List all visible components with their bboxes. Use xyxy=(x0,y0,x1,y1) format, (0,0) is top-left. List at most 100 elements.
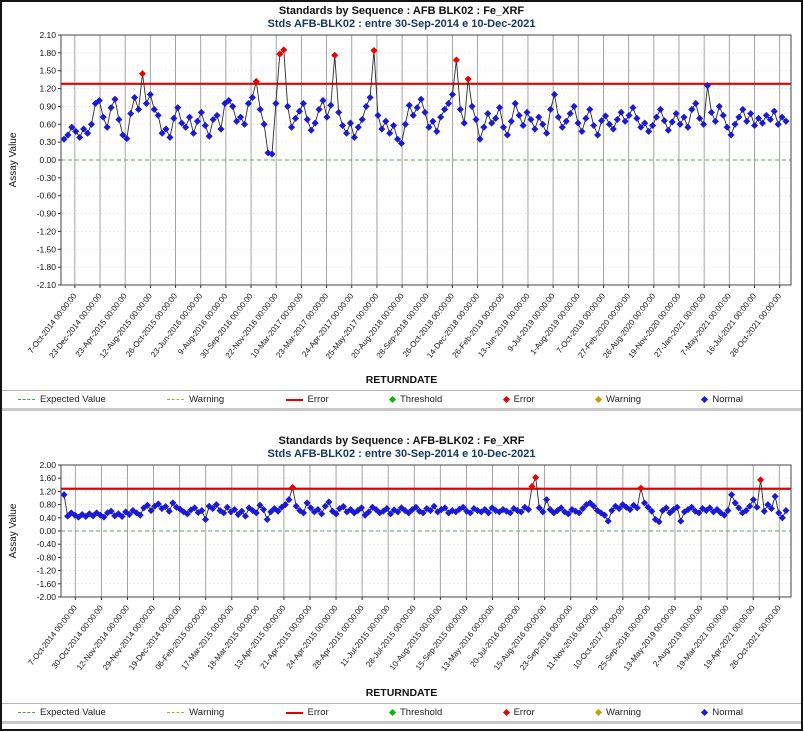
legend-label: Expected Value xyxy=(40,707,106,718)
normal-point xyxy=(350,133,358,141)
normal-point xyxy=(460,119,468,127)
legend-solid-line-icon xyxy=(285,398,303,401)
normal-point xyxy=(165,133,173,141)
normal-point xyxy=(440,105,448,113)
normal-point xyxy=(774,509,782,517)
normal-point xyxy=(224,96,232,105)
legend-item-normal: Normal xyxy=(701,394,743,405)
error-point xyxy=(452,56,460,64)
normal-point xyxy=(189,129,197,137)
error-point xyxy=(369,46,378,55)
svg-text:-0.80: -0.80 xyxy=(36,552,56,562)
legend-item-error: Error xyxy=(502,707,535,718)
normal-point xyxy=(456,105,464,113)
normal-point xyxy=(326,101,334,109)
normal-point xyxy=(321,502,329,510)
normal-point xyxy=(577,127,585,135)
normal-point xyxy=(181,123,189,131)
normal-point xyxy=(609,125,617,133)
svg-text:-1.50: -1.50 xyxy=(36,244,56,254)
normal-point xyxy=(774,120,782,128)
normal-point xyxy=(146,90,154,99)
normal-point xyxy=(758,119,766,127)
svg-text:0.60: 0.60 xyxy=(39,119,56,129)
normal-point xyxy=(632,114,640,122)
normal-point xyxy=(607,507,615,515)
normal-point xyxy=(503,131,511,139)
normal-point xyxy=(303,115,311,124)
legend-item-expected-value: Expected Value xyxy=(18,394,106,405)
normal-point xyxy=(236,113,244,121)
error-point xyxy=(330,51,338,59)
normal-point xyxy=(471,115,480,124)
normal-point xyxy=(205,132,213,140)
normal-point xyxy=(654,518,663,526)
normal-point xyxy=(621,117,629,125)
legend-solid-line-icon xyxy=(285,711,303,714)
normal-point xyxy=(719,111,727,119)
normal-point xyxy=(679,113,688,121)
normal-point xyxy=(535,504,543,512)
normal-point xyxy=(201,121,209,130)
legend-diamond-icon xyxy=(701,708,709,717)
svg-text:-1.20: -1.20 xyxy=(36,566,56,576)
normal-point xyxy=(687,105,695,113)
normal-point xyxy=(771,492,779,500)
normal-point xyxy=(475,135,483,143)
normal-point xyxy=(711,117,719,125)
normal-point xyxy=(585,105,593,113)
legend-dashed-line-icon xyxy=(18,399,35,400)
normal-point xyxy=(515,111,523,119)
normal-point xyxy=(707,108,715,116)
normal-point xyxy=(742,117,750,125)
svg-text:-1.60: -1.60 xyxy=(36,579,56,589)
legend-diamond-icon xyxy=(388,708,397,717)
normal-point xyxy=(770,107,778,115)
normal-point xyxy=(426,507,434,515)
normal-point xyxy=(281,501,289,509)
normal-point xyxy=(71,127,79,135)
normal-point xyxy=(292,502,300,510)
legend-item-error: Error xyxy=(285,394,329,405)
normal-point xyxy=(763,501,771,509)
normal-point xyxy=(432,127,440,135)
normal-point xyxy=(444,99,452,107)
normal-point xyxy=(260,120,268,128)
normal-point xyxy=(589,502,597,510)
normal-point xyxy=(519,121,527,130)
normal-point xyxy=(694,509,702,517)
legend-item-threshold: Threshold xyxy=(388,394,442,405)
normal-point xyxy=(749,496,757,504)
svg-text:2.10: 2.10 xyxy=(39,31,56,40)
normal-point xyxy=(366,93,374,102)
normal-point xyxy=(417,95,425,103)
normal-point xyxy=(742,507,750,515)
normal-point xyxy=(766,115,774,124)
normal-point xyxy=(605,120,613,128)
normal-point xyxy=(538,120,546,128)
normal-point xyxy=(468,102,476,110)
normal-point xyxy=(232,117,240,125)
normal-point xyxy=(589,121,597,130)
normal-point xyxy=(75,133,83,141)
normal-point xyxy=(683,123,691,131)
svg-text:1.20: 1.20 xyxy=(39,84,56,94)
normal-point xyxy=(662,504,670,512)
normal-point xyxy=(703,82,711,90)
normal-point xyxy=(401,120,409,128)
normal-point xyxy=(484,509,492,517)
normal-point xyxy=(730,120,739,128)
normal-point xyxy=(358,115,366,124)
svg-text:1.50: 1.50 xyxy=(39,66,56,76)
normal-point xyxy=(197,108,205,116)
legend: Expected Value Warning Error Threshold Error… xyxy=(2,703,801,724)
svg-text:-0.30: -0.30 xyxy=(36,173,56,183)
normal-point xyxy=(542,496,550,504)
normal-point xyxy=(466,509,474,517)
error-point xyxy=(636,484,644,492)
normal-point xyxy=(699,120,707,128)
normal-point xyxy=(389,121,397,130)
normal-point xyxy=(413,104,421,112)
svg-text:1.60: 1.60 xyxy=(39,473,56,483)
